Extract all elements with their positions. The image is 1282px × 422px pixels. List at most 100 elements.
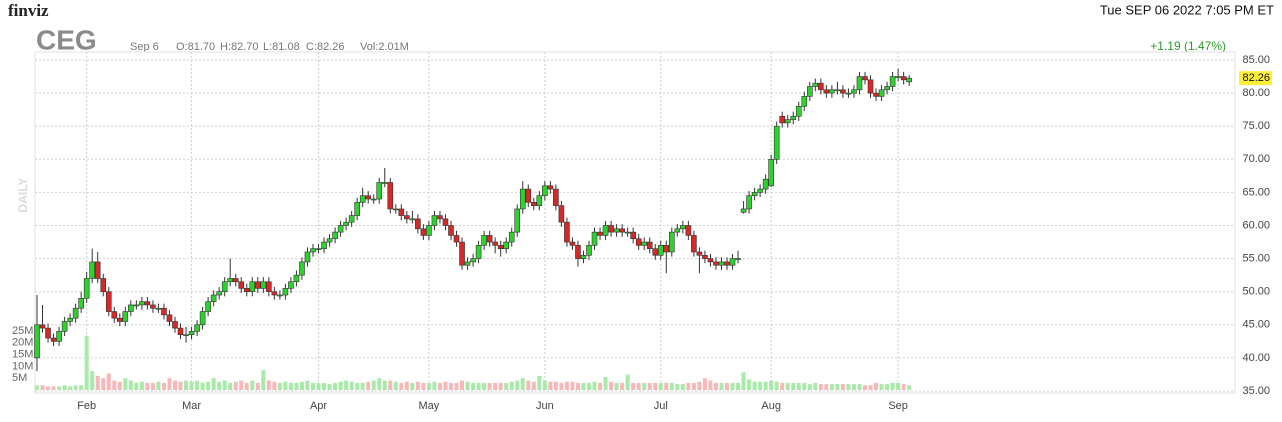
volume-bar <box>189 381 194 390</box>
volume-bar <box>631 382 636 390</box>
volume-bar <box>807 384 812 390</box>
volume-tick-label: 10M <box>12 360 33 372</box>
volume-bar <box>255 382 260 390</box>
candle-body <box>878 89 885 97</box>
candle-body <box>795 106 802 117</box>
volume-bar <box>261 369 266 390</box>
candle-body <box>420 228 427 236</box>
candle-body <box>840 89 846 94</box>
volume-bar <box>322 382 327 390</box>
volume-bar <box>272 381 277 390</box>
candle-body <box>404 215 410 220</box>
volume-bar <box>344 380 349 390</box>
volume-bar <box>382 380 387 390</box>
candle-body <box>415 218 421 230</box>
candle-body <box>486 235 493 243</box>
candle-body <box>122 311 129 322</box>
candle-body <box>547 185 554 190</box>
candle-body <box>586 245 592 256</box>
volume-bar <box>355 382 360 390</box>
candle-body <box>508 231 515 243</box>
volume-bar <box>791 382 796 390</box>
candle-body <box>216 291 222 296</box>
candle-body <box>293 274 300 283</box>
candle-body <box>437 215 443 220</box>
volume-bar <box>636 382 641 390</box>
candle-body <box>525 188 532 203</box>
volume-tick-label: 25M <box>12 325 33 337</box>
volume-bar <box>360 382 365 390</box>
volume-bar <box>509 381 514 390</box>
volume-bar <box>526 380 531 390</box>
volume-bar <box>907 385 912 390</box>
candle-body <box>238 281 245 289</box>
candle-body <box>470 258 476 263</box>
candle-body <box>45 327 51 339</box>
candle-body <box>359 195 366 203</box>
logo[interactable]: finviz <box>8 1 49 20</box>
volume-bar <box>747 379 752 390</box>
candle-body <box>823 89 830 94</box>
candle-body <box>641 241 648 246</box>
volume-bar <box>410 382 415 390</box>
candle-body <box>194 324 200 332</box>
candle-body <box>646 241 653 249</box>
candle-body <box>713 261 719 266</box>
volume-bar <box>896 382 901 390</box>
candle-body <box>768 159 774 187</box>
candle-body <box>757 188 763 193</box>
volume-bar <box>316 382 321 390</box>
volume-bar <box>366 381 371 390</box>
volume-bar <box>587 382 591 390</box>
candle-body <box>221 281 228 292</box>
volume-bar <box>299 381 304 390</box>
candle-body <box>387 182 394 210</box>
candle-body <box>806 86 813 97</box>
volume-bar <box>752 381 757 390</box>
candle-body <box>663 245 670 253</box>
volume-bar <box>802 382 807 390</box>
candle-body <box>900 76 907 81</box>
volume-bar <box>139 381 144 390</box>
candle-body <box>232 278 239 283</box>
candle-body <box>635 238 642 246</box>
candle-body <box>668 231 675 253</box>
volume-bar <box>901 384 906 390</box>
candle-body <box>453 235 460 243</box>
candle-body <box>845 92 852 95</box>
candle-body <box>50 337 57 342</box>
volume-bar <box>145 382 150 390</box>
volume-bar <box>829 384 834 390</box>
datetime: Tue SEP 06 2022 7:05 PM ET <box>1100 2 1274 17</box>
volume-bar <box>333 382 338 390</box>
x-tick-label: Apr <box>310 400 327 412</box>
y-tick-label: 60.00 <box>1242 219 1270 231</box>
volume-bar <box>57 386 62 390</box>
volume-bar <box>846 384 851 390</box>
candle-body <box>475 245 482 259</box>
candle-body <box>724 261 730 266</box>
volume-bar <box>708 380 713 390</box>
volume-bar <box>691 382 696 390</box>
candle-body <box>691 235 697 253</box>
volume-bar <box>863 385 867 390</box>
candle-body <box>873 92 879 97</box>
x-tick-label: Mar <box>182 400 201 412</box>
candle-body <box>702 254 708 259</box>
candle-body <box>906 77 912 83</box>
ticker: CEG <box>36 24 97 55</box>
candle-body <box>172 321 178 329</box>
volume-bar <box>79 385 84 390</box>
y-tick-label: 50.00 <box>1242 286 1270 298</box>
candle-body <box>801 96 808 107</box>
candle-body <box>100 278 107 292</box>
candle-body <box>34 324 40 359</box>
volume-bar <box>840 384 845 390</box>
volume-bar <box>156 381 161 390</box>
volume-bar <box>697 381 702 390</box>
volume-bar <box>84 335 89 390</box>
volume-bar <box>476 382 481 390</box>
candle-body <box>542 185 548 197</box>
volume-bar <box>719 382 724 390</box>
volume-bar <box>399 382 404 390</box>
